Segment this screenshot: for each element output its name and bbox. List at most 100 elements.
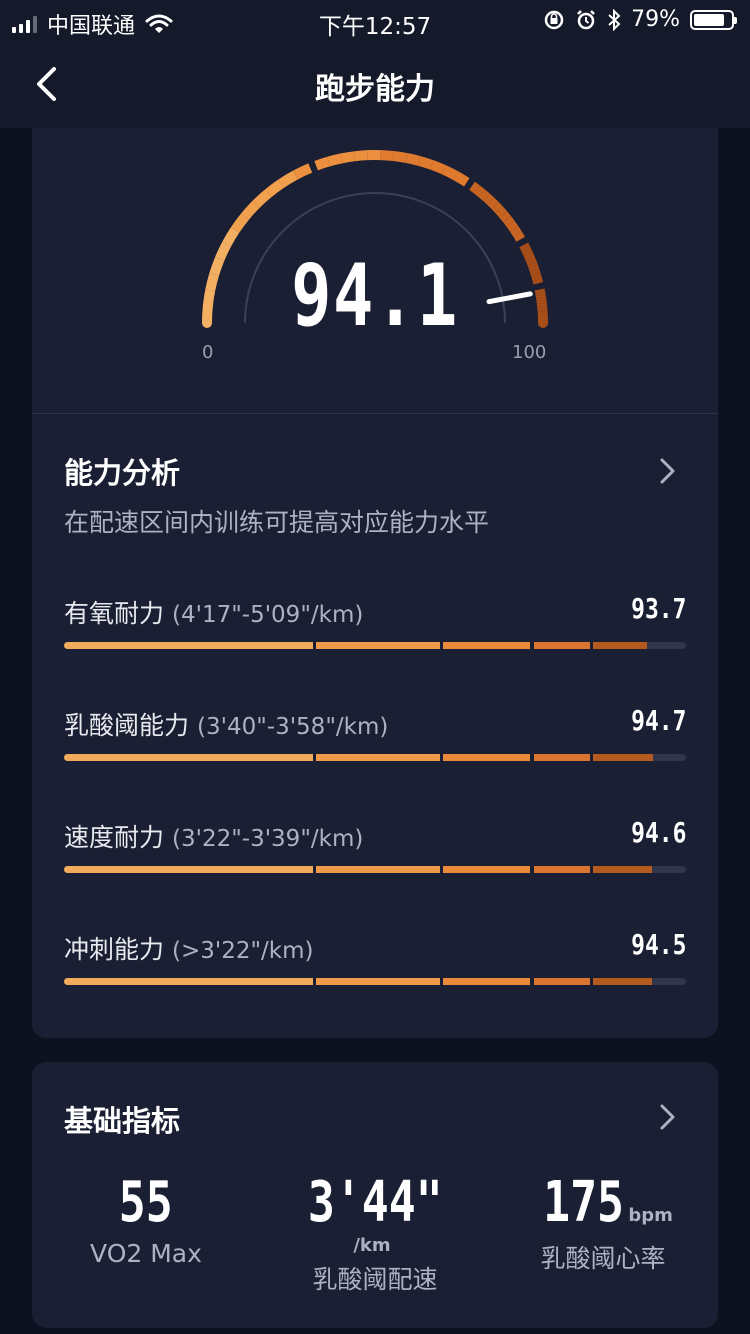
gauge-arc-segment	[264, 179, 285, 198]
bar-fill-segment	[64, 754, 313, 761]
basic-indicators-card: 基础指标 55 VO2 Max 3'44"/km 乳酸阈配速 175 bpm 乳酸…	[32, 1062, 718, 1328]
analysis-chevron-right-icon[interactable]	[654, 456, 680, 486]
gauge-arc	[202, 150, 548, 328]
metric-label-wrap: 速度耐力 (3'22"-3'39"/km)	[64, 818, 363, 854]
status-right: 79%	[543, 7, 737, 32]
gauge-arc-segment	[527, 261, 539, 269]
stat-lactate-pace: 3'44"/km 乳酸阈配速	[280, 1170, 470, 1296]
bar-fill-segment	[533, 978, 590, 985]
gauge-max-label: 100	[512, 342, 547, 363]
signal-icon	[12, 15, 37, 33]
gauge-arc-segment	[478, 189, 490, 201]
metric-row[interactable]: 速度耐力 (3'22"-3'39"/km) 94.6	[64, 816, 686, 898]
gauge-arc-segment	[534, 288, 546, 294]
metric-name: 有氧耐力	[64, 599, 165, 628]
metric-row[interactable]: 冲刺能力 (>3'22"/km) 94.5	[64, 928, 686, 1010]
gauge-arc-segment	[503, 216, 515, 227]
metric-label-wrap: 有氧耐力 (4'17"-5'09"/km)	[64, 594, 363, 630]
metric-value: 94.7	[630, 704, 686, 737]
gauge-arc-segment	[473, 185, 485, 198]
score-gauge: 94.1 0 100	[32, 128, 718, 413]
bar-fill-segment	[64, 642, 313, 649]
stat-unit: bpm	[628, 1205, 673, 1226]
gauge-arc-segment	[506, 221, 519, 232]
gauge-arc-segment	[482, 193, 495, 205]
stat-lactate-hr: 175 bpm 乳酸阈心率	[518, 1170, 688, 1275]
gauge-arc-segment	[392, 151, 408, 163]
gauge-arc-segment	[524, 255, 536, 263]
bluetooth-icon	[608, 8, 621, 31]
analysis-subtitle: 在配速区间内训练可提高对应能力水平	[64, 508, 490, 537]
bar-fill-segment	[315, 754, 441, 761]
metric-value: 94.6	[630, 816, 686, 849]
gauge-arc-segment	[252, 189, 272, 209]
bar-fill-segment	[592, 642, 647, 649]
gauge-arc-segment	[209, 256, 225, 276]
gauge-arc-segment	[513, 231, 526, 242]
nav-bar: 跑步能力	[0, 40, 750, 128]
bar-fill-segment	[315, 642, 441, 649]
battery-icon	[690, 9, 737, 30]
status-bar: 中国联通 下午12:57 79%	[0, 0, 750, 40]
bar-fill-segment	[533, 866, 590, 873]
gauge-arc-segment	[499, 211, 512, 223]
gauge-inner-arc	[244, 192, 506, 324]
gauge-arc-segment	[429, 160, 446, 175]
metric-value: 94.5	[630, 928, 686, 961]
gauge-arc-segment	[293, 163, 313, 180]
gauge-arc-segment	[202, 289, 216, 308]
bar-fill-segment	[443, 754, 531, 761]
gauge-arc-segment	[241, 200, 260, 220]
gauge-arc-segment	[353, 150, 368, 162]
gauge-arc-segment	[278, 170, 298, 188]
metric-range: (4'17"-5'09"/km)	[172, 602, 364, 628]
metric-progress-bar	[64, 642, 686, 649]
alarm-icon	[577, 9, 595, 29]
metric-name: 速度耐力	[64, 823, 165, 852]
gauge-arc-segment	[453, 171, 470, 187]
back-button[interactable]	[24, 62, 68, 106]
stat-value: 175	[543, 1170, 625, 1235]
gauge-arc-segment	[205, 272, 219, 292]
gauge-min-label: 0	[202, 342, 214, 363]
gauge-arc-segment	[510, 226, 522, 237]
basics-title: 基础指标	[64, 1104, 181, 1138]
metric-row[interactable]: 有氧耐力 (4'17"-5'09"/km) 93.7	[64, 592, 686, 674]
bar-fill-segment	[592, 754, 654, 761]
metric-progress-bar	[64, 978, 686, 985]
gauge-arc-segment	[405, 153, 421, 166]
metric-name: 冲刺能力	[64, 935, 165, 964]
metric-value: 93.7	[630, 592, 686, 625]
basics-chevron-right-icon[interactable]	[654, 1102, 680, 1132]
stats-row: 55 VO2 Max 3'44"/km 乳酸阈配速 175 bpm 乳酸阈心率	[32, 1170, 718, 1294]
bar-fill-segment	[315, 978, 441, 985]
stat-unit: /km	[353, 1235, 391, 1256]
analysis-title: 能力分析	[64, 456, 181, 490]
metric-progress-bar	[64, 754, 686, 761]
page-title: 跑步能力	[315, 72, 435, 107]
orientation-lock-icon	[544, 10, 564, 29]
gauge-arc-segment	[314, 156, 330, 171]
stat-value: 55	[119, 1170, 173, 1235]
battery-percent: 79%	[631, 7, 680, 32]
metric-range: (>3'22"/km)	[172, 938, 314, 964]
chevron-left-icon	[37, 67, 56, 101]
metric-range: (3'22"-3'39"/km)	[172, 826, 364, 852]
metric-label-wrap: 冲刺能力 (>3'22"/km)	[64, 930, 314, 966]
metric-row[interactable]: 乳酸阈能力 (3'40"-3'58"/km) 94.7	[64, 704, 686, 786]
stat-value: 3'44"	[307, 1170, 443, 1235]
status-left: 中国联通	[12, 8, 173, 40]
bar-fill-segment	[315, 866, 441, 873]
gauge-arc-segment	[380, 150, 394, 161]
gauge-arc-segment	[528, 265, 540, 272]
metric-name: 乳酸阈能力	[64, 711, 190, 740]
bar-fill-segment	[592, 866, 653, 873]
bar-fill-segment	[64, 978, 313, 985]
bar-fill-segment	[533, 754, 590, 761]
gauge-arc-segment	[327, 153, 343, 167]
gauge-arc-segment	[202, 301, 213, 328]
gauge-arc-segment	[523, 252, 535, 260]
metric-range: (3'40"-3'58"/km)	[197, 714, 389, 740]
bar-fill-segment	[533, 642, 590, 649]
gauge-arc-segment	[530, 271, 542, 279]
